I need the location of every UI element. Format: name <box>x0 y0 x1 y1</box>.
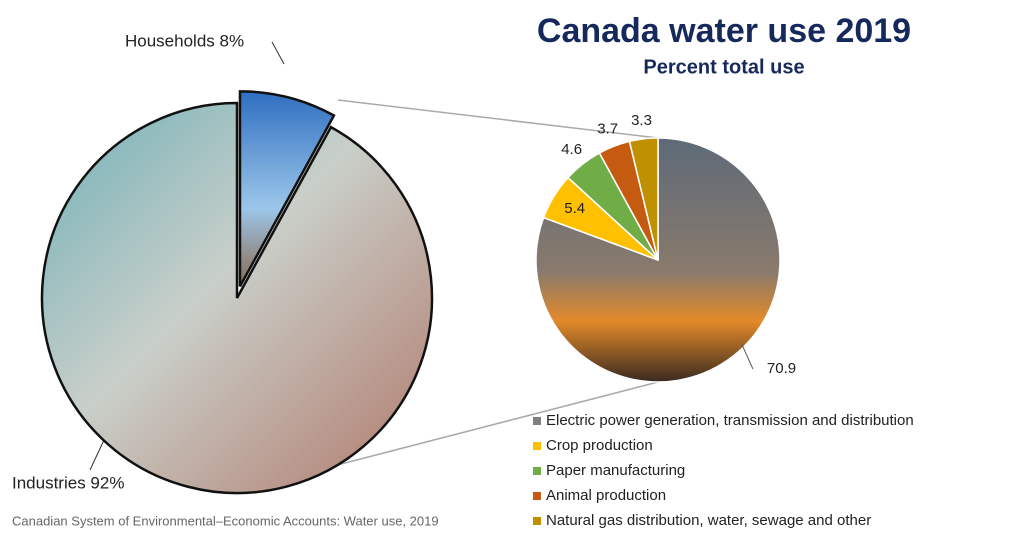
source-note: Canadian System of Environmental–Economi… <box>12 513 439 528</box>
chart-title: Canada water use 2019 <box>537 12 911 50</box>
legend-label: Crop production <box>546 437 653 454</box>
connector-line <box>337 99 659 139</box>
connector-line <box>317 381 659 471</box>
slice-label: Industries 92% <box>12 473 124 492</box>
legend-label: Paper manufacturing <box>546 462 685 479</box>
legend-label: Animal production <box>546 487 666 504</box>
slice-label: 4.6 <box>561 141 582 158</box>
slice-label: 5.4 <box>564 200 585 217</box>
legend-marker <box>533 517 541 525</box>
legend-marker <box>533 417 541 425</box>
legend-marker <box>533 442 541 450</box>
legend-marker <box>533 492 541 500</box>
leader-line <box>740 343 754 370</box>
slice-label: Households 8% <box>125 31 244 50</box>
slice-label: 70.9 <box>767 360 796 377</box>
pie-slice <box>40 101 434 495</box>
chart-subtitle: Percent total use <box>643 56 804 78</box>
pie-slice <box>238 90 336 287</box>
pie-slice-tint <box>628 137 659 261</box>
leader-line <box>89 439 105 471</box>
legend-label: Electric power generation, transmission … <box>546 412 914 429</box>
slice-label: 3.3 <box>631 112 652 129</box>
legend-marker <box>533 467 541 475</box>
legend-label: Natural gas distribution, water, sewage … <box>546 512 871 529</box>
leader-line <box>271 41 285 65</box>
slice-label: 3.7 <box>597 120 618 137</box>
